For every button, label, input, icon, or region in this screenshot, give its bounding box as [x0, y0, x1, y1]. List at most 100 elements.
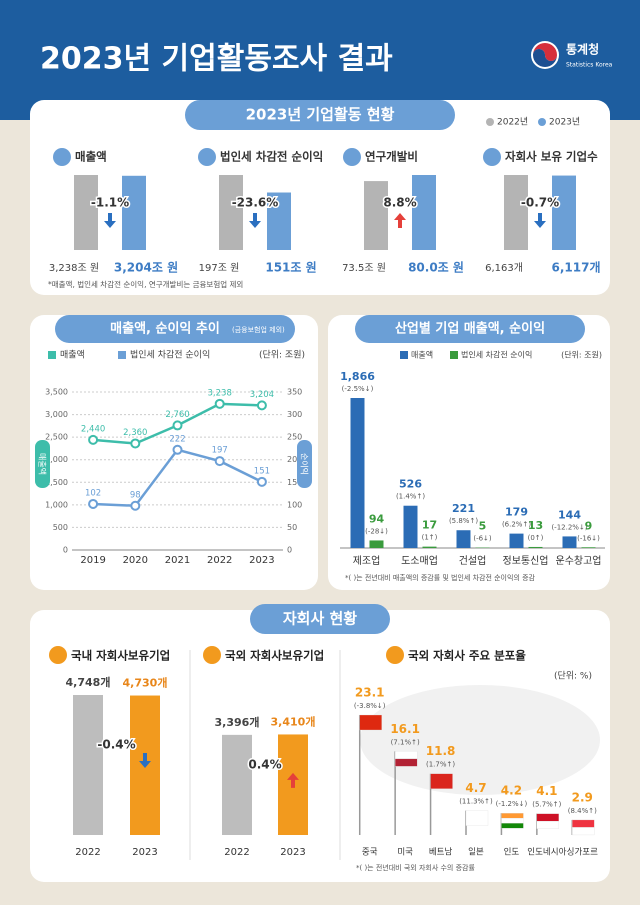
point: [88, 498, 99, 509]
point: [172, 420, 183, 431]
bar: [509, 533, 524, 548]
icon: [483, 148, 501, 166]
data-label: 16.1: [390, 722, 420, 736]
unit-label: (단위: 조원): [561, 350, 602, 360]
x-tick-label: 2022: [224, 847, 249, 858]
legend-label: 2022년: [497, 117, 528, 128]
legend-swatch: [538, 118, 546, 126]
data-label: 4.2: [501, 784, 522, 798]
value-label: 3,238조 원: [49, 262, 99, 274]
change-label: -0.4%: [97, 738, 135, 752]
title-pill: [355, 315, 585, 343]
point: [214, 398, 225, 409]
chart-subtitle: (금융보험업 제외): [232, 325, 285, 334]
change-label: -23.6%: [232, 196, 279, 210]
unit-label: (단위: 조원): [259, 350, 305, 361]
bar: [581, 547, 596, 548]
x-tick-label: 도소매업: [401, 554, 438, 567]
change-label: (11.3%↑): [459, 798, 493, 806]
section-title: 2023년 기업활동 현황: [246, 106, 395, 124]
legend-swatch: [486, 118, 494, 126]
value-label: 6,163개: [485, 262, 523, 274]
logo-text: 통계청: [566, 42, 599, 57]
bar: [528, 546, 543, 548]
logo-subtext: Statistics Korea: [566, 62, 613, 69]
chart-title: 국외 자회사 주요 분포율: [408, 649, 526, 663]
bar: [369, 540, 384, 548]
flag: [430, 773, 453, 789]
logo-blue: [533, 49, 557, 67]
y2-tick-label: 300: [287, 410, 302, 419]
y-axis-label: 매출액: [38, 453, 48, 475]
item-name: 법인세 차감전 순이익: [220, 150, 323, 164]
change-label: (-2.5%↓): [342, 385, 374, 393]
bar: [267, 192, 291, 250]
icon: [343, 148, 361, 166]
note: *( )는 전년대비 국외 자회사 수의 증감률: [356, 863, 475, 872]
panel: [30, 100, 610, 295]
flag: [536, 813, 560, 822]
world-map: [360, 685, 600, 795]
point: [172, 444, 183, 455]
value-label: 73.5조 원: [342, 262, 386, 274]
data-label: 4,730개: [123, 676, 168, 690]
x-tick-label: 2019: [80, 555, 105, 566]
x-tick-label: 2020: [123, 555, 148, 566]
x-tick-label: 미국: [397, 848, 413, 858]
axis-pill: [297, 440, 312, 488]
y2-axis-label: 순이익: [300, 453, 310, 475]
change-label: -1.1%: [91, 196, 129, 210]
change-label: (7.1%↑): [391, 738, 420, 746]
change-arrow: [104, 213, 116, 228]
bar: [412, 175, 436, 250]
panel: [328, 315, 610, 590]
panel: [30, 610, 610, 882]
flag: [501, 813, 524, 819]
legend-label: 법인세 차감전 순이익: [130, 349, 210, 361]
change-label: (-1.2%↓): [496, 800, 528, 808]
page-title: 2023년 기업활동조사 결과: [40, 42, 393, 77]
change-label: (1.7%↑): [426, 761, 455, 769]
x-tick-label: 베트남: [429, 848, 453, 858]
chart-title: 국내 자회사보유기업: [71, 649, 170, 663]
change-label: (8.4%↑): [568, 807, 597, 815]
item-name: 연구개발비: [365, 150, 418, 164]
legend-swatch: [48, 351, 56, 359]
flag: [501, 818, 524, 824]
value-label: 3,204조 원: [114, 261, 178, 275]
legend-label: 매출액: [411, 350, 433, 360]
x-tick-label: 정보통신업: [503, 554, 549, 567]
bar: [222, 734, 252, 835]
y-tick-label: 3,500: [45, 388, 68, 397]
x-tick-label: 2023: [280, 847, 305, 858]
data-label: 4,748개: [66, 675, 111, 689]
x-tick-label: 2022: [207, 555, 232, 566]
x-tick-label: 인도: [504, 847, 520, 858]
data-label: 1,866: [340, 370, 375, 383]
point: [88, 434, 99, 445]
data-label: 2.9: [572, 790, 593, 804]
legend-label: 매출액: [60, 349, 85, 361]
change-label: 0.4%: [248, 757, 281, 771]
y-tick-label: 2,500: [45, 433, 68, 442]
logo-red: [533, 43, 557, 61]
x-tick-label: 제조업: [353, 554, 381, 567]
data-label: 9: [585, 519, 593, 532]
y2-tick-label: 150: [287, 478, 302, 487]
change-label: (1↑): [422, 534, 438, 542]
data-label: 3,396개: [215, 715, 260, 729]
value-label: 197조 원: [199, 262, 240, 274]
title-pill: [185, 100, 455, 130]
data-label: 2,440: [81, 424, 105, 434]
y-tick-label: 0: [63, 546, 68, 555]
data-label: 94: [369, 512, 385, 525]
data-label: 2,760: [165, 410, 189, 420]
y2-tick-label: 100: [287, 500, 302, 509]
legend-swatch: [118, 351, 126, 359]
data-label: 144: [558, 508, 581, 521]
flag: [501, 823, 524, 829]
bar: [350, 398, 365, 548]
value-label: 151조 원: [265, 261, 316, 275]
y-tick-label: 3,000: [45, 410, 68, 419]
